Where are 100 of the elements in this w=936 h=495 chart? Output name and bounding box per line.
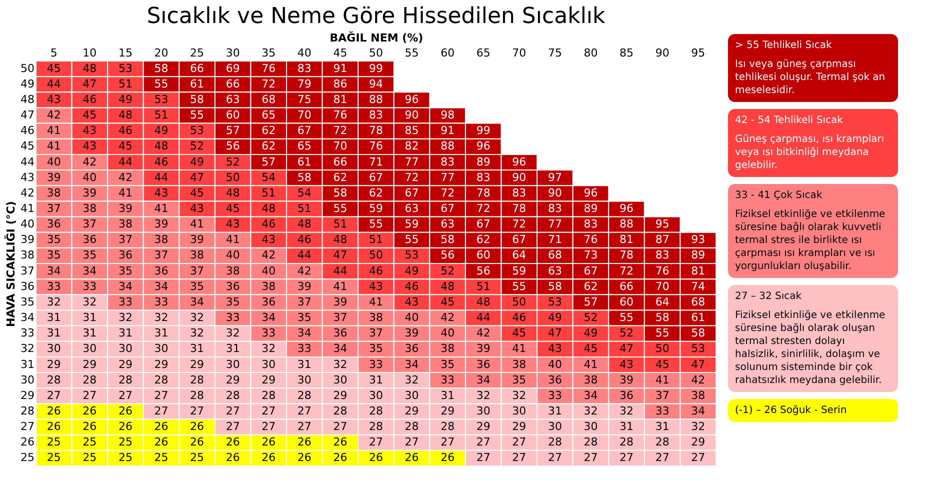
data-label: 40 [46, 155, 61, 168]
data-label: 30 [46, 342, 61, 356]
data-label: 58 [440, 233, 455, 246]
data-label: 58 [548, 280, 562, 293]
data-label: 45 [584, 342, 598, 356]
data-label: 66 [333, 155, 348, 168]
data-label: 94 [369, 77, 383, 90]
data-label: 43 [82, 124, 97, 138]
data-label: 49 [154, 124, 168, 138]
data-label: 45 [82, 108, 97, 122]
data-label: 31 [82, 311, 97, 324]
data-label: 43 [404, 295, 419, 308]
data-label: 31 [369, 373, 383, 386]
data-label: 36 [620, 388, 634, 402]
data-label: 54 [297, 186, 312, 200]
data-label: 44 [297, 248, 312, 262]
data-label: 40 [404, 311, 419, 324]
data-label: 65 [297, 140, 312, 153]
data-label: 78 [369, 124, 383, 138]
data-label: 55 [154, 77, 168, 90]
y-tick-label: 35 [20, 295, 34, 308]
data-label: 64 [512, 248, 526, 262]
data-label: 39 [82, 186, 97, 200]
data-label: 62 [333, 170, 348, 184]
y-tick-label: 34 [20, 311, 34, 324]
data-label: 45 [190, 186, 204, 200]
data-label: 31 [655, 420, 670, 434]
data-label: 36 [262, 295, 276, 308]
x-tick-label: 25 [190, 46, 204, 60]
data-label: 27 [512, 436, 526, 449]
data-label: 83 [655, 248, 670, 262]
data-label: 47 [691, 358, 706, 371]
data-label: 48 [118, 108, 132, 122]
data-label: 26 [226, 436, 240, 449]
data-label: 34 [82, 264, 97, 278]
data-label: 39 [154, 218, 168, 231]
data-label: 76 [262, 62, 276, 75]
data-label: 52 [584, 311, 598, 324]
data-label: 26 [333, 436, 348, 449]
data-label: 83 [584, 218, 598, 231]
data-label: 39 [620, 373, 634, 386]
data-label: 45 [512, 326, 526, 340]
data-label: 68 [548, 248, 562, 262]
data-label: 49 [584, 326, 598, 340]
data-label: 26 [118, 420, 132, 434]
data-label: 27 [440, 436, 455, 449]
data-label: 55 [404, 233, 419, 246]
data-label: 39 [118, 202, 132, 215]
data-label: 59 [512, 264, 526, 278]
data-label: 37 [655, 388, 670, 402]
data-label: 81 [333, 92, 348, 106]
data-label: 99 [476, 124, 490, 138]
text: Güneş çarpması, ısı krampları veya ısı bitkinliği meydana gelebilir. [735, 133, 886, 172]
data-label: 30 [333, 373, 348, 386]
data-label: 28 [584, 436, 598, 449]
y-tick-label: 47 [20, 108, 34, 122]
data-label: 34 [154, 280, 168, 293]
data-label: 35 [512, 373, 526, 386]
data-label: 26 [46, 404, 61, 418]
data-label: 29 [440, 404, 455, 418]
data-label: 95 [655, 218, 670, 231]
data-label: 55 [333, 202, 348, 215]
data-label: 35 [369, 342, 383, 356]
data-label: 88 [620, 218, 634, 231]
data-label: 38 [440, 342, 455, 356]
data-label: 74 [691, 280, 706, 293]
data-label: 27 [118, 388, 132, 402]
data-label: 25 [82, 451, 97, 464]
data-label: 27 [226, 404, 240, 418]
data-label: 46 [262, 218, 276, 231]
data-label: 35 [118, 264, 132, 278]
data-label: 30 [548, 420, 562, 434]
data-label: 26 [118, 404, 132, 418]
data-label: 51 [262, 186, 276, 200]
data-label: 34 [190, 295, 204, 308]
data-label: 29 [190, 358, 204, 371]
data-label: 27 [512, 451, 526, 464]
data-label: 27 [226, 420, 240, 434]
data-label: 40 [82, 170, 97, 184]
y-tick-label: 36 [20, 280, 34, 293]
data-label: 49 [118, 92, 132, 106]
x-tick-label: 55 [404, 46, 419, 60]
data-label: 27 [190, 404, 204, 418]
data-label: 54 [262, 170, 276, 184]
data-label: 35 [226, 295, 240, 308]
data-label: 89 [584, 202, 598, 215]
data-label: 70 [333, 140, 348, 153]
data-label: 51 [118, 77, 132, 90]
data-label: 25 [46, 451, 61, 464]
y-tick-label: 40 [20, 218, 34, 231]
data-label: 69 [226, 62, 240, 75]
y-tick-label: 37 [20, 264, 34, 278]
data-label: 27 [154, 388, 168, 402]
data-label: 42 [691, 373, 706, 386]
data-label: 39 [333, 295, 348, 308]
data-label: 27 [297, 420, 312, 434]
data-label: 33 [369, 358, 383, 371]
data-label: 45 [46, 62, 61, 75]
data-label: 41 [190, 218, 204, 231]
data-label: 76 [369, 140, 383, 153]
